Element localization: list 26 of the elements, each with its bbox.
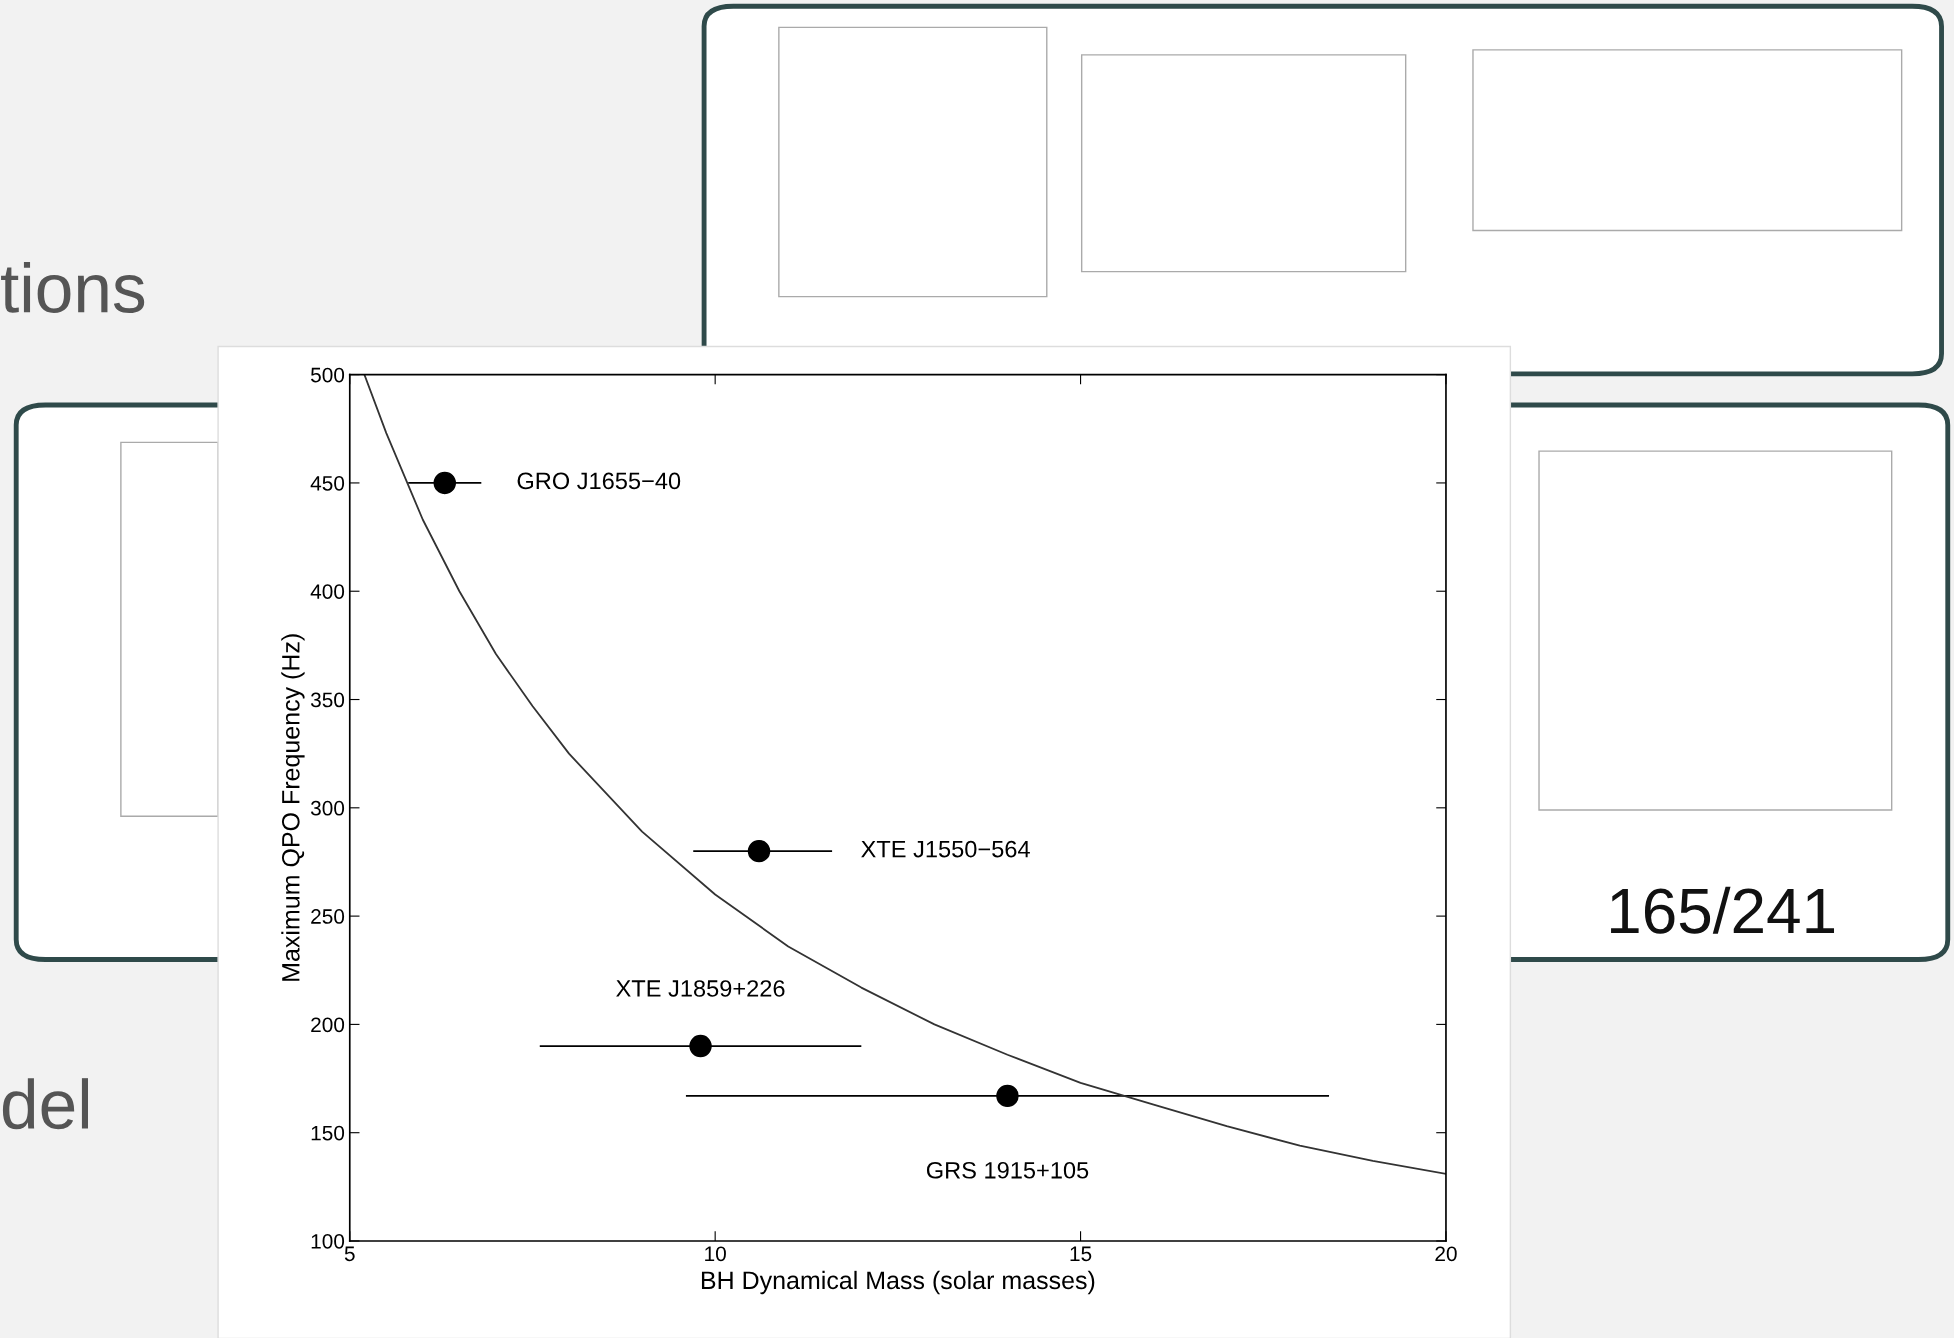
text: del [2, 1078, 89, 1130]
x-tick-label: 20 [1435, 1246, 1457, 1262]
annotation: GRO J1655−40 [517, 472, 681, 490]
y-tick-label: 500 [310, 367, 345, 383]
x-tick-label: 10 [705, 1246, 726, 1262]
x-tick-label: 15 [1070, 1246, 1092, 1262]
point [747, 839, 771, 863]
text: tions [1, 261, 145, 313]
y-tick-label: 350 [310, 692, 345, 708]
x-axis-title: BH Dynamical Mass (solar masses) [701, 1270, 1095, 1295]
point [433, 471, 456, 495]
y-tick-label: 250 [311, 909, 345, 924]
y-tick-label: 400 [310, 584, 345, 599]
annotation: GRS 1915+105 [926, 1161, 1089, 1179]
annotation: XTE J1859+226 [616, 980, 785, 997]
annotation: XTE J1550−564 [861, 840, 1030, 858]
y-tick-label: 450 [310, 475, 345, 491]
y-tick-label: 150 [311, 1125, 345, 1141]
point [689, 1034, 712, 1058]
y-tick-label: 100 [311, 1234, 345, 1249]
x-tick-label: 5 [344, 1246, 355, 1262]
y-tick-label: 200 [311, 1017, 345, 1033]
point [996, 1084, 1019, 1108]
y-axis-title: Maximum QPO Frequency (Hz) [281, 634, 305, 981]
y-tick-label: 300 [310, 800, 345, 816]
text: 165/241 [1611, 886, 1835, 934]
